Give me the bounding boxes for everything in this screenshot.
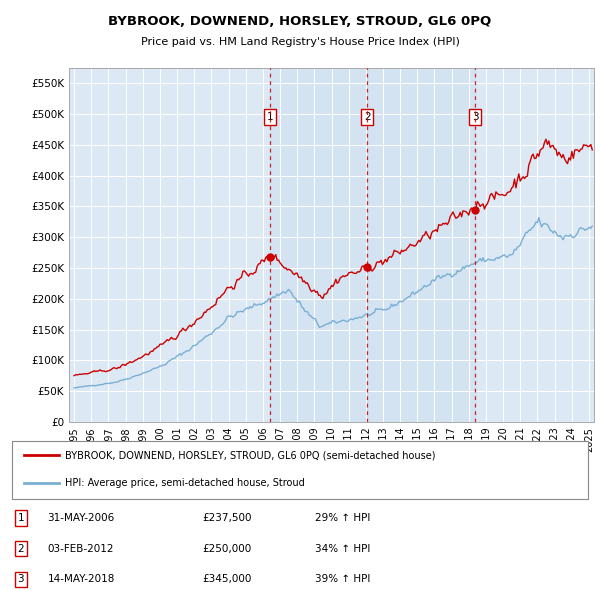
Text: 1: 1 — [17, 513, 24, 523]
Text: BYBROOK, DOWNEND, HORSLEY, STROUD, GL6 0PQ: BYBROOK, DOWNEND, HORSLEY, STROUD, GL6 0… — [109, 15, 491, 28]
Text: 39% ↑ HPI: 39% ↑ HPI — [315, 574, 370, 584]
Bar — [367, 68, 475, 422]
Text: £250,000: £250,000 — [202, 543, 251, 553]
Text: Price paid vs. HM Land Registry's House Price Index (HPI): Price paid vs. HM Land Registry's House … — [140, 37, 460, 47]
Text: 14-MAY-2018: 14-MAY-2018 — [47, 574, 115, 584]
Text: 31-MAY-2006: 31-MAY-2006 — [47, 513, 115, 523]
Text: 34% ↑ HPI: 34% ↑ HPI — [315, 543, 370, 553]
Text: HPI: Average price, semi-detached house, Stroud: HPI: Average price, semi-detached house,… — [65, 478, 305, 487]
Text: 03-FEB-2012: 03-FEB-2012 — [47, 543, 114, 553]
Text: 2: 2 — [364, 112, 371, 122]
Text: £237,500: £237,500 — [202, 513, 251, 523]
Text: 2: 2 — [17, 543, 24, 553]
Text: 1: 1 — [267, 112, 274, 122]
Text: 29% ↑ HPI: 29% ↑ HPI — [315, 513, 370, 523]
Bar — [270, 68, 367, 422]
Text: 3: 3 — [472, 112, 478, 122]
Text: 3: 3 — [17, 574, 24, 584]
FancyBboxPatch shape — [12, 441, 588, 500]
Text: £345,000: £345,000 — [202, 574, 251, 584]
Text: BYBROOK, DOWNEND, HORSLEY, STROUD, GL6 0PQ (semi-detached house): BYBROOK, DOWNEND, HORSLEY, STROUD, GL6 0… — [65, 450, 436, 460]
